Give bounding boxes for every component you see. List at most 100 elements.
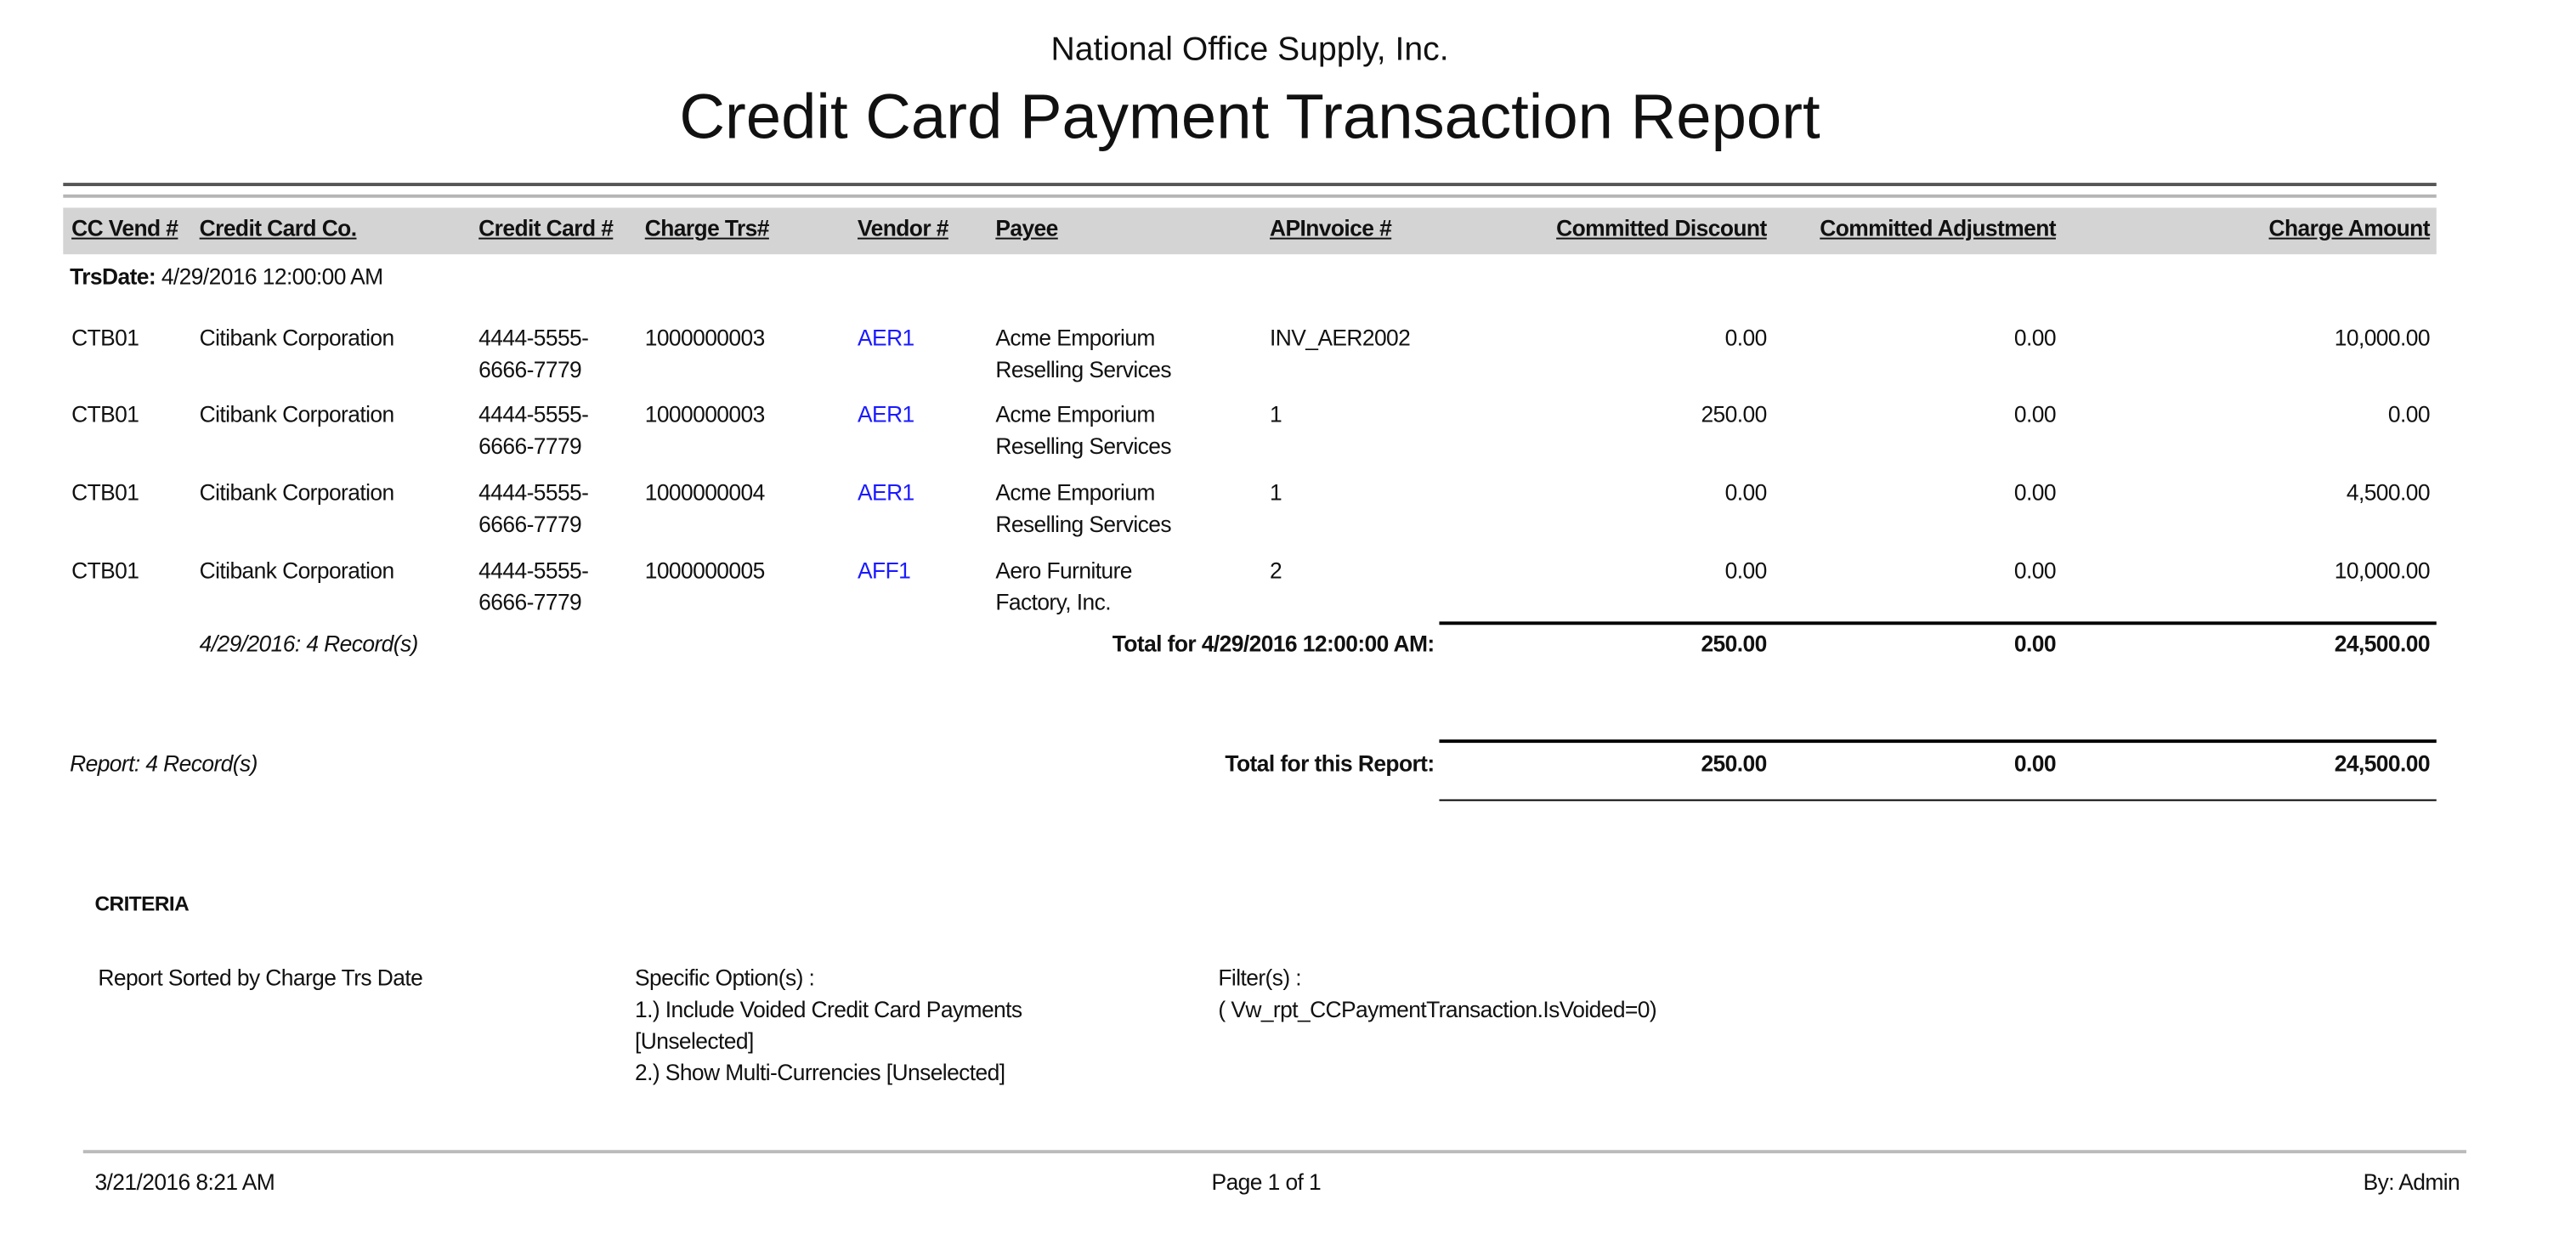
criteria-options: Specific Option(s) : 1.) Include Voided …	[635, 962, 1022, 1089]
discount-cell: 0.00	[1724, 558, 1768, 584]
criteria-filters: Filter(s) : ( Vw_rpt_CCPaymentTransactio…	[1218, 962, 1656, 1025]
credit-card-cell-line: 4444-5555-	[478, 480, 589, 506]
group-record-count: 4/29/2016: 4 Record(s)	[199, 631, 419, 657]
group-value: 4/29/2016 12:00:00 AM	[161, 263, 383, 290]
group-header: TrsDate: 4/29/2016 12:00:00 AM	[70, 263, 383, 290]
discount-cell: 250.00	[1701, 402, 1767, 427]
group-label: TrsDate:	[70, 263, 156, 290]
credit-card-co-cell: Citibank Corporation	[199, 480, 395, 506]
payee-cell: Acme Emporium Reselling Services	[995, 322, 1171, 385]
report-total-bottom-rule	[1439, 799, 2437, 801]
report-total-adjustment: 0.00	[2013, 750, 2057, 777]
credit-card-cell: 4444-5555- 6666-7779	[478, 555, 589, 618]
col-charge-amount[interactable]: Charge Amount	[2268, 216, 2431, 241]
group-total-label: Total for 4/29/2016 12:00:00 AM:	[1112, 631, 1435, 657]
amount-cell: 10,000.00	[2334, 325, 2431, 351]
report-record-count: Report: 4 Record(s)	[70, 750, 258, 777]
payee-cell: Aero Furniture Factory, Inc.	[995, 555, 1132, 618]
credit-card-cell-line: 4444-5555-	[478, 558, 589, 584]
charge-trs-cell: 1000000005	[644, 558, 766, 584]
credit-card-co-cell: Citibank Corporation	[199, 558, 395, 584]
credit-card-co-cell: Citibank Corporation	[199, 402, 395, 427]
title-rule-light	[63, 194, 2437, 198]
payee-cell-line: Reselling Services	[995, 512, 1171, 537]
criteria-sorted: Report Sorted by Charge Trs Date	[98, 965, 423, 991]
col-payee[interactable]: Payee	[995, 216, 1058, 241]
report-title: Credit Card Payment Transaction Report	[679, 82, 1820, 153]
apinvoice-cell: INV_AER2002	[1270, 325, 1411, 351]
charge-trs-cell: 1000000003	[644, 325, 766, 351]
adjustment-cell: 0.00	[2013, 558, 2057, 584]
group-total-adjustment: 0.00	[2013, 631, 2057, 657]
cc-vend-cell: CTB01	[71, 402, 139, 427]
payee-cell-line: Reselling Services	[995, 433, 1171, 459]
footer-rule	[82, 1150, 2466, 1154]
group-total-discount: 250.00	[1701, 631, 1767, 657]
adjustment-cell: 0.00	[2013, 480, 2057, 506]
amount-cell: 0.00	[2387, 402, 2431, 427]
cc-vend-cell: CTB01	[71, 325, 139, 351]
credit-card-cell-line: 4444-5555-	[478, 402, 589, 427]
col-committed-adjustment[interactable]: Committed Adjustment	[1820, 216, 2056, 241]
col-committed-discount[interactable]: Committed Discount	[1556, 216, 1767, 241]
apinvoice-cell: 1	[1270, 402, 1282, 427]
credit-card-cell: 4444-5555- 6666-7779	[478, 322, 589, 385]
group-total-amount: 24,500.00	[2334, 631, 2431, 657]
payee-cell-line: Acme Emporium	[995, 480, 1155, 506]
report-total-rule	[1439, 739, 2437, 744]
apinvoice-cell: 1	[1270, 480, 1282, 506]
criteria-heading: CRITERIA	[94, 892, 190, 916]
adjustment-cell: 0.00	[2013, 325, 2057, 351]
credit-card-cell-line: 6666-7779	[478, 433, 582, 459]
vendor-link[interactable]: AER1	[858, 480, 914, 506]
apinvoice-cell: 2	[1270, 558, 1282, 584]
payee-cell: Acme Emporium Reselling Services	[995, 477, 1171, 540]
payee-cell: Acme Emporium Reselling Services	[995, 399, 1171, 461]
col-cc-vend[interactable]: CC Vend #	[71, 216, 178, 241]
vendor-link[interactable]: AER1	[858, 402, 914, 427]
group-total-rule	[1439, 621, 2437, 625]
col-credit-card-co[interactable]: Credit Card Co.	[199, 216, 357, 241]
credit-card-cell-line: 6666-7779	[478, 357, 582, 382]
charge-trs-cell: 1000000003	[644, 402, 766, 427]
option-line: [Unselected]	[635, 1028, 754, 1054]
footer-page-number: Page 1 of 1	[1211, 1169, 1322, 1196]
payee-cell-line: Reselling Services	[995, 357, 1171, 382]
filter-line: ( Vw_rpt_CCPaymentTransaction.IsVoided=0…	[1218, 997, 1657, 1022]
footer-printed-date: 3/21/2016 8:21 AM	[94, 1169, 275, 1196]
payee-cell-line: Acme Emporium	[995, 325, 1155, 351]
title-rule	[63, 183, 2437, 187]
charge-trs-cell: 1000000004	[644, 480, 766, 506]
payee-cell-line: Aero Furniture	[995, 558, 1132, 584]
column-header-band	[63, 207, 2437, 255]
amount-cell: 10,000.00	[2334, 558, 2431, 584]
filters-label: Filter(s) :	[1218, 965, 1302, 991]
option-line: 2.) Show Multi-Currencies [Unselected]	[635, 1060, 1005, 1085]
payee-cell-line: Acme Emporium	[995, 402, 1155, 427]
payee-cell-line: Factory, Inc.	[995, 590, 1112, 615]
report-total-discount: 250.00	[1701, 750, 1767, 777]
credit-card-cell: 4444-5555- 6666-7779	[478, 399, 589, 461]
col-vendor[interactable]: Vendor #	[858, 216, 948, 241]
credit-card-cell-line: 6666-7779	[478, 590, 582, 615]
vendor-link[interactable]: AER1	[858, 325, 914, 351]
option-line: 1.) Include Voided Credit Card Payments	[635, 997, 1022, 1022]
company-name: National Office Supply, Inc.	[1050, 31, 1449, 69]
discount-cell: 0.00	[1724, 480, 1768, 506]
cc-vend-cell: CTB01	[71, 558, 139, 584]
col-charge-trs[interactable]: Charge Trs#	[644, 216, 770, 241]
col-credit-card[interactable]: Credit Card #	[478, 216, 614, 241]
footer-user: By: Admin	[2363, 1169, 2460, 1196]
report-total-label: Total for this Report:	[1225, 750, 1435, 777]
amount-cell: 4,500.00	[2346, 480, 2431, 506]
credit-card-co-cell: Citibank Corporation	[199, 325, 395, 351]
report-total-amount: 24,500.00	[2334, 750, 2431, 777]
credit-card-cell-line: 6666-7779	[478, 512, 582, 537]
cc-vend-cell: CTB01	[71, 480, 139, 506]
options-label: Specific Option(s) :	[635, 965, 815, 991]
col-apinvoice[interactable]: APInvoice #	[1270, 216, 1392, 241]
vendor-link[interactable]: AFF1	[858, 558, 911, 584]
credit-card-cell: 4444-5555- 6666-7779	[478, 477, 589, 540]
credit-card-cell-line: 4444-5555-	[478, 325, 589, 351]
adjustment-cell: 0.00	[2013, 402, 2057, 427]
